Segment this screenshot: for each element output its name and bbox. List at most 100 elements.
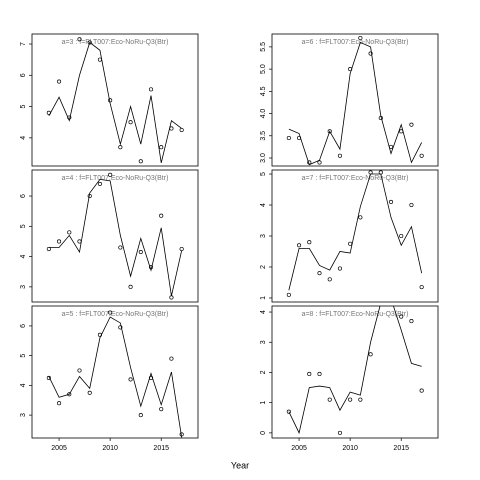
- fitted-line: [288, 173, 423, 291]
- data-point: [138, 159, 143, 164]
- y-tick-label: 6: [20, 73, 27, 77]
- data-point: [389, 297, 392, 300]
- fitted-line: [288, 41, 423, 166]
- y-tick-label: 4: [20, 136, 27, 140]
- y-tick-label: 5.5: [260, 42, 267, 52]
- data-point: [118, 325, 123, 330]
- plot-area: [46, 172, 184, 300]
- x-tick-label: 2005: [51, 445, 67, 452]
- y-tick-label: 1: [260, 401, 267, 405]
- data-point: [179, 127, 184, 133]
- panel-frame: [31, 305, 199, 439]
- x-tick-label: 2015: [393, 445, 409, 452]
- y-tick-label: 5: [20, 354, 27, 358]
- panel-title: a=8 : f=FLT007:Eco-NoRu-Q3(Btr): [302, 311, 409, 318]
- data-point: [159, 407, 164, 412]
- y-tick-label: 3: [20, 413, 27, 417]
- data-point: [169, 295, 174, 300]
- fitted-line: [288, 306, 422, 435]
- data-point: [368, 51, 373, 56]
- y-tick-label: 5: [260, 172, 267, 176]
- panel-frame: [31, 169, 199, 303]
- panel-title: a=5 : f=FLT007:Eco-NoRu-Q3(Btr): [62, 311, 169, 318]
- plot-area: [286, 170, 424, 297]
- data-point: [307, 371, 312, 377]
- data-point: [368, 352, 373, 357]
- data-point: [77, 239, 82, 244]
- data-point: [358, 397, 363, 402]
- data-point: [409, 202, 414, 208]
- data-point: [128, 284, 133, 289]
- data-point: [337, 266, 342, 271]
- y-tick-label: 6: [20, 324, 27, 328]
- y-tick-label: 7: [20, 42, 27, 46]
- panel: a=6 : f=FLT007:Eco-NoRu-Q3(Btr) 3.0 3.5 4.0…: [260, 33, 439, 167]
- y-tick-label: 0: [260, 431, 267, 435]
- data-point: [409, 319, 414, 324]
- x-tick-label: 2010: [342, 445, 358, 452]
- data-point: [159, 145, 164, 150]
- x-axis-label: Year: [231, 460, 249, 470]
- data-point: [148, 87, 154, 92]
- panel: a=4 : f=FLT007:Eco-NoRu-Q3(Btr) 3 4 5 6: [20, 169, 199, 303]
- data-point: [348, 241, 353, 246]
- panel-title: a=3 : f=FLT007:Eco-NoRu-Q3(Btr): [62, 39, 169, 46]
- y-tick-label: 3.5: [260, 131, 267, 141]
- data-point: [337, 153, 342, 158]
- panel-title: a=7 : f=FLT007:Eco-NoRu-Q3(Btr): [302, 175, 409, 182]
- panel-frame: [271, 33, 439, 167]
- data-point: [77, 368, 82, 373]
- data-point: [409, 122, 414, 127]
- y-tick-label: 2: [260, 265, 267, 269]
- data-point: [138, 413, 143, 418]
- data-point: [419, 285, 424, 290]
- data-point: [358, 215, 363, 220]
- y-tick-label: 4: [260, 203, 267, 207]
- x-tick-label: 2005: [291, 445, 307, 452]
- data-point: [67, 230, 72, 235]
- data-point: [46, 375, 51, 380]
- data-point: [358, 35, 363, 41]
- x-tick-label: 2010: [102, 445, 118, 452]
- data-point: [348, 397, 353, 402]
- y-tick-label: 6: [20, 194, 27, 198]
- y-tick-label: 4: [20, 383, 27, 387]
- plot-area: [46, 310, 184, 438]
- data-point: [337, 430, 342, 435]
- panel-title: a=6 : f=FLT007:Eco-NoRu-Q3(Btr): [302, 39, 409, 46]
- data-point: [327, 277, 332, 282]
- data-point: [419, 388, 424, 393]
- panel: a=3 : f=FLT007:Eco-NoRu-Q3(Btr) 4 5 6 7: [20, 33, 199, 167]
- y-tick-label: 1: [260, 296, 267, 300]
- y-tick-label: 4.0: [260, 109, 267, 119]
- data-point: [67, 392, 72, 397]
- data-point: [286, 292, 291, 297]
- data-point: [159, 213, 164, 218]
- data-point: [317, 160, 322, 165]
- data-point: [169, 126, 174, 131]
- y-tick-label: 4: [20, 255, 27, 259]
- data-point: [97, 181, 102, 186]
- data-point: [57, 239, 62, 244]
- data-point: [317, 371, 322, 377]
- plot-area: [286, 35, 424, 166]
- data-point: [419, 153, 424, 158]
- data-point: [57, 79, 62, 84]
- data-point: [118, 245, 123, 250]
- data-point: [169, 356, 174, 361]
- panel-frame: [31, 33, 199, 167]
- data-point: [307, 240, 312, 245]
- y-tick-label: 4.5: [260, 86, 267, 96]
- data-point: [399, 314, 404, 319]
- plot-area: [46, 37, 184, 164]
- data-point: [388, 199, 394, 204]
- data-point: [128, 377, 133, 382]
- fitted-line: [48, 178, 183, 297]
- panel-frame: [271, 305, 439, 439]
- plot-area: [286, 297, 424, 435]
- data-point: [108, 310, 113, 315]
- y-tick-label: 5.0: [260, 64, 267, 74]
- data-point: [108, 172, 113, 177]
- data-point: [317, 271, 322, 276]
- panel: a=5 : f=FLT007:Eco-NoRu-Q3(Btr) 3 4 5 6 2005 2…: [20, 305, 199, 452]
